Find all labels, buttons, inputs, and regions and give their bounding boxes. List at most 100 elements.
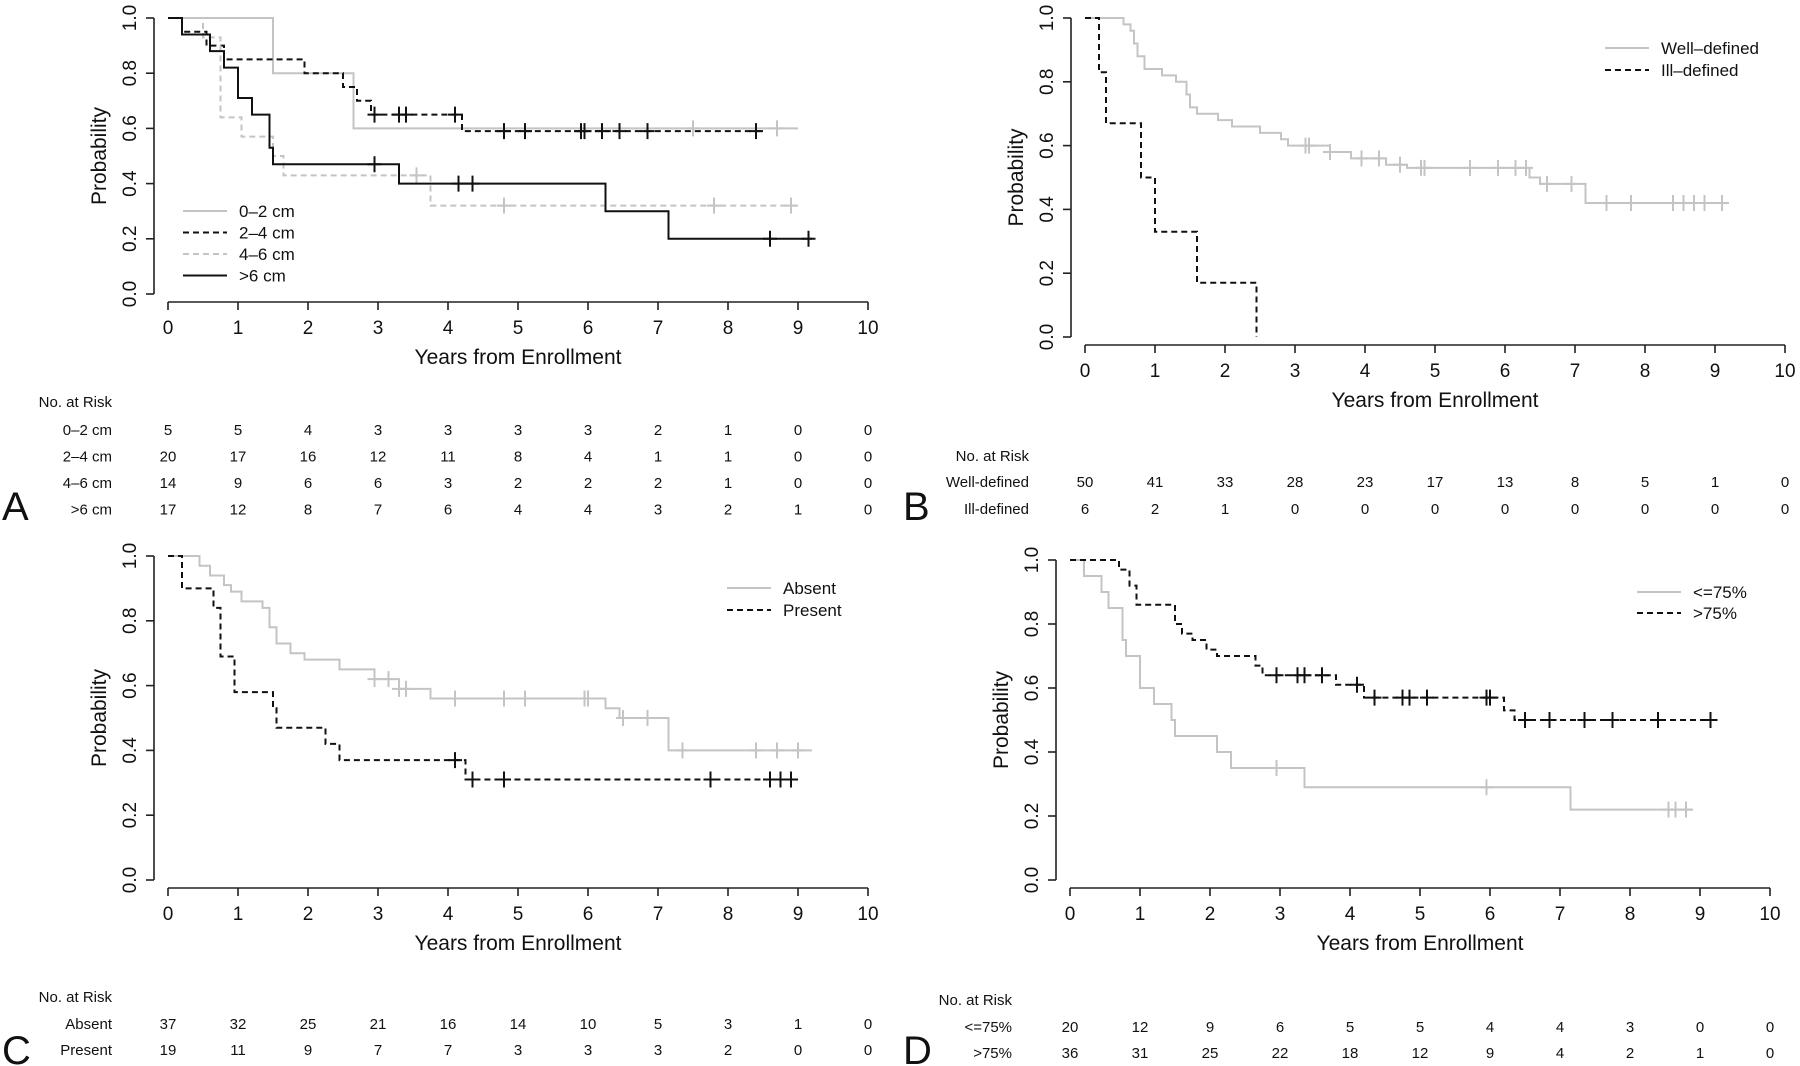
panel-a-risk-value: 2: [654, 422, 662, 439]
panel-c-censor-mark-present: [703, 771, 718, 788]
panel-a-risk-value: 0: [794, 449, 802, 466]
panel-a-risk-value: 1: [794, 502, 802, 519]
panel-b-x-tick-label: 9: [1710, 361, 1721, 382]
panel-a-censor-mark-gt6-cm: [801, 230, 816, 247]
panel-c-risk-value: 11: [230, 1042, 246, 1059]
panel-a-risk-value: 3: [374, 422, 382, 439]
panel-d-censor-mark-gt75: [1315, 667, 1329, 684]
panel-c-risk-value: 3: [584, 1042, 592, 1059]
panel-d-censor-mark-gt75: [1703, 712, 1718, 728]
panel-a-censor-mark-gt6-cm: [763, 230, 777, 247]
panel-d-risk-value: 5: [1346, 1019, 1354, 1036]
panel-b-censor-mark-well-defined: [1323, 143, 1337, 160]
panel-a-risk-value: 20: [160, 449, 177, 466]
panel-c-censor-mark-absent: [581, 690, 595, 707]
panel-d-risk-value: 3: [1626, 1019, 1634, 1036]
panel-d-legend: <=75% >75%: [1637, 583, 1747, 623]
panel-d-x-tick-label: 5: [1415, 904, 1426, 925]
panel-d-y-tick-label: 0.0: [1022, 867, 1043, 893]
panel-c-y-tick-label: 0.4: [120, 737, 141, 764]
panel-c-x-tick-label: 4: [443, 904, 454, 925]
panel-d-censor-mark-gt75: [1518, 712, 1532, 728]
panel-a-risk-value: 0: [864, 502, 872, 519]
panel-a-x-tick-label: 1: [233, 318, 244, 339]
panel-b-y-tick-label: 1.0: [1037, 5, 1058, 31]
panel-a-censor-mark-2-4-cm: [577, 123, 592, 140]
panel-d-risk-value: 12: [1132, 1019, 1149, 1036]
panel-b-x-tick-label: 8: [1640, 361, 1651, 382]
panel-a-censor-mark-0-2-cm: [686, 120, 700, 137]
panel-a-risk-value: 7: [374, 502, 382, 519]
panel-c-legend: Absent Present: [727, 579, 842, 620]
panel-a-censor-mark-4-6-cm: [784, 197, 798, 214]
panel-d-censor-mark-le75: [1269, 760, 1284, 776]
panel-b-censor-mark-well-defined: [1697, 195, 1712, 212]
panel-a-risk-value: 2: [514, 475, 522, 492]
panel-a-legend-label-0-2-cm: 0–2 cm: [239, 202, 295, 221]
panel-d-risk-value: 25: [1202, 1045, 1219, 1062]
panel-b-censor-mark-well-defined: [1372, 150, 1386, 167]
panel-c-risk-value: 7: [374, 1042, 382, 1059]
panel-d-risk-value: 6: [1276, 1019, 1284, 1036]
panel-b-x-tick-label: 7: [1570, 361, 1581, 382]
panel-c-letter: C: [2, 1029, 31, 1066]
panel-d-risk-value: 4: [1556, 1019, 1564, 1036]
panel-d-risk-value: 0: [1766, 1045, 1774, 1062]
panel-d-risk-value: 4: [1556, 1045, 1564, 1062]
panel-d-risk-header: No. at Risk: [939, 992, 1013, 1009]
panel-d-x-tick-label: 9: [1695, 904, 1706, 925]
panel-c-risk-value: 19: [160, 1042, 177, 1059]
panel-d-risk-table: No. at Risk<=75% 20 12 9 6 5 5 4 4 3 0 0>75% 36 31 25 2…: [939, 992, 1775, 1062]
panel-a-risk-value: 1: [724, 422, 732, 439]
panel-c-x-tick-label: 7: [653, 904, 664, 925]
panel-b-risk-value: 0: [1711, 501, 1719, 518]
panel-b-x-tick-label: 0: [1080, 361, 1091, 382]
panel-d-x-axis-title: Years from Enrollment: [1317, 932, 1524, 955]
panel-a-risk-value: 8: [304, 502, 312, 519]
panel-b-risk-row-label: Well-defined: [946, 474, 1029, 491]
panel-a-risk-value: 14: [160, 475, 177, 492]
panel-a-y-axis-title: Probability: [88, 106, 111, 205]
panel-c-risk-value: 0: [864, 1016, 872, 1033]
panel-a-risk-value: 12: [370, 449, 387, 466]
panel-b-censor-mark-well-defined: [1599, 195, 1614, 212]
panel-c-y-axis-title: Probability: [88, 668, 111, 767]
panel-a-x-axis-title: Years from Enrollment: [415, 346, 622, 369]
panel-c-censor-mark-absent: [675, 742, 690, 759]
panel-b-censor-mark-well-defined: [1354, 150, 1369, 167]
panel-a-risk-value: 0: [864, 475, 872, 492]
panel-b-risk-value: 0: [1641, 501, 1649, 518]
panel-c-legend-label-present: Present: [783, 601, 842, 620]
panel-a-series-gt6-cm-curve: [168, 17, 812, 240]
panel-d-risk-value: 9: [1486, 1045, 1494, 1062]
panel-c-risk-header: No. at Risk: [39, 989, 113, 1006]
panel-a-y-tick-label: 0.6: [120, 115, 141, 141]
panel-d-risk-value: 9: [1206, 1019, 1214, 1036]
panel-a-y-tick-label: 0.0: [120, 281, 141, 307]
panel-b-risk-value: 17: [1427, 474, 1444, 491]
panel-a-risk-row-label: >6 cm: [71, 502, 112, 519]
panel-c-risk-row-label: Absent: [65, 1016, 113, 1033]
panel-a-legend-label-gt6-cm: >6 cm: [239, 267, 286, 286]
panel-b-legend-label-ill-defined: Ill–defined: [1661, 61, 1739, 80]
panel-a-risk-value: 3: [444, 475, 452, 492]
panel-c-legend-label-absent: Absent: [783, 579, 836, 598]
panel-d-letter: D: [903, 1029, 932, 1066]
panel-b-censor-mark-well-defined: [1491, 159, 1505, 176]
panel-c-risk-value: 25: [300, 1016, 317, 1033]
panel-a-censor-mark-0-2-cm: [770, 120, 784, 137]
panel-b-x-tick-label: 10: [1774, 361, 1795, 382]
panel-d-x-tick-label: 10: [1759, 904, 1780, 925]
panel-a-risk-value: 0: [864, 422, 872, 439]
panel-d-risk-value: 36: [1062, 1045, 1079, 1062]
panel-d-censor-mark-gt75: [1350, 676, 1364, 693]
panel-a-risk-value: 3: [514, 422, 522, 439]
panel-a-x-tick-label: 3: [373, 318, 384, 339]
panel-d-risk-value: 20: [1062, 1019, 1079, 1036]
panel-a-risk-value: 17: [230, 449, 247, 466]
panel-d-risk-value: 0: [1696, 1019, 1704, 1036]
panel-b-censor-mark-well-defined: [1540, 175, 1554, 192]
panel-b-censor-mark-well-defined: [1302, 137, 1316, 154]
panel-a-x-tick-label: 5: [513, 318, 524, 339]
